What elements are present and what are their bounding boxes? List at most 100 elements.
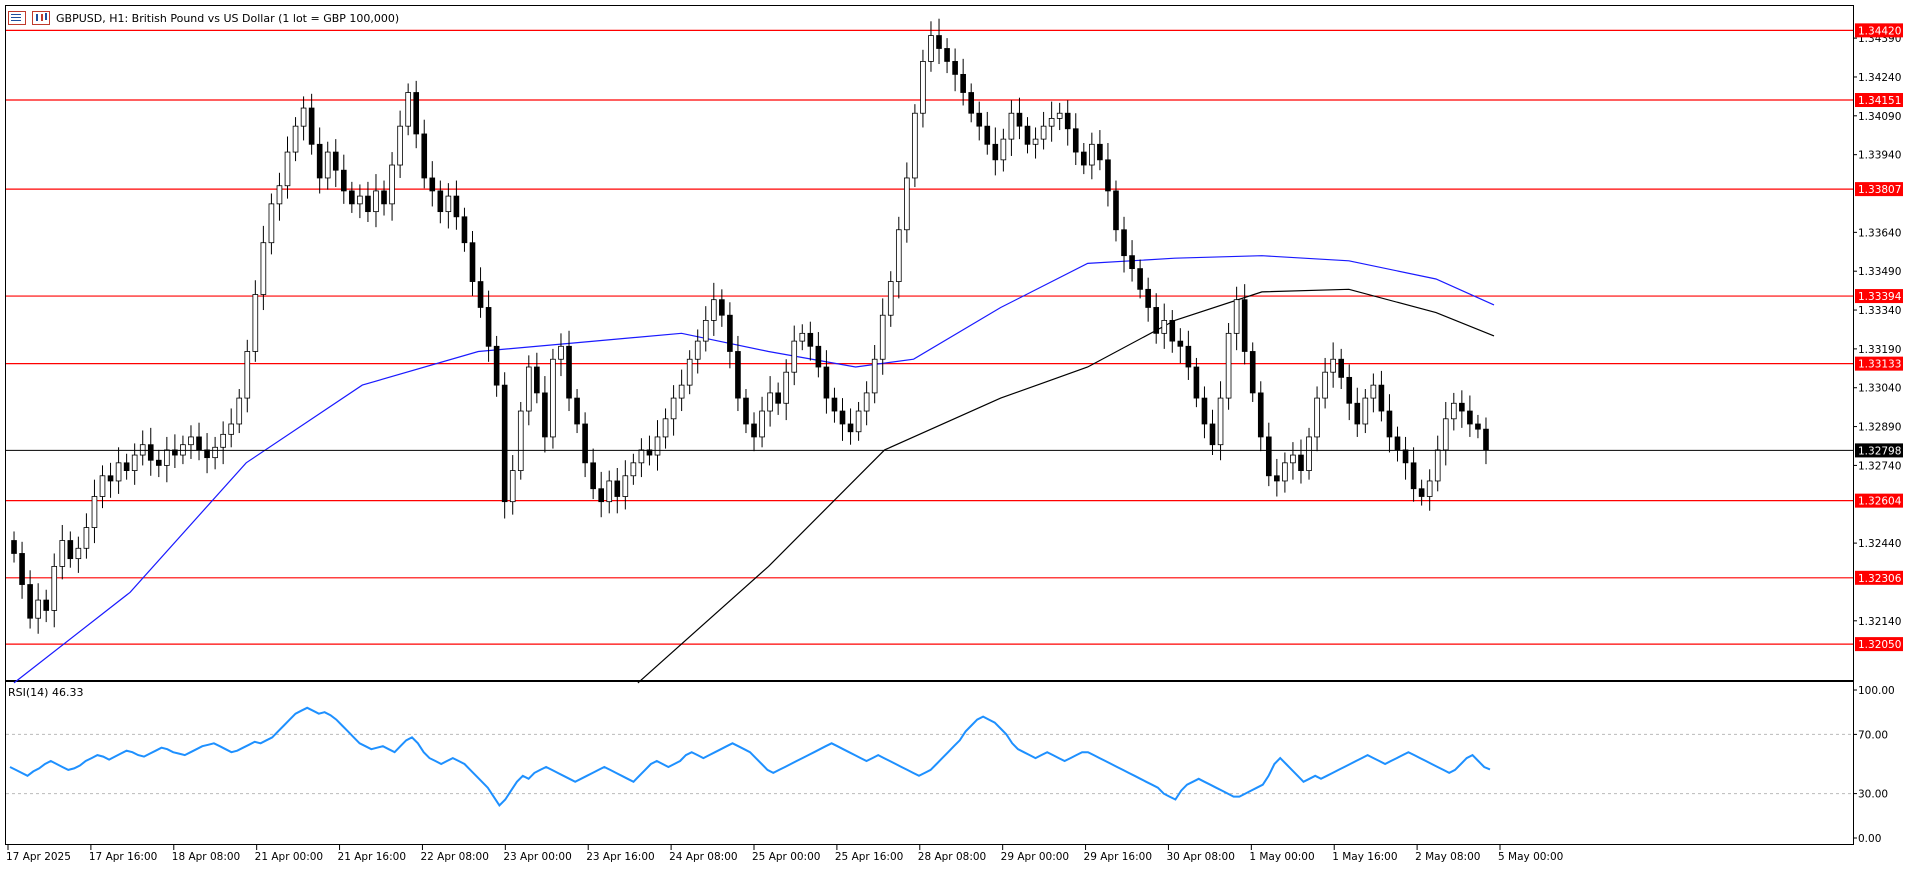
candle-body (284, 151, 291, 187)
candle-body (147, 444, 154, 461)
candle-body (236, 397, 243, 425)
candle-body (831, 397, 838, 412)
level-tag (1855, 356, 1903, 371)
candle-body (710, 299, 717, 321)
candle-body (252, 294, 259, 352)
time-tick-label: 29 Apr 00:00 (1001, 851, 1069, 863)
candle-body (139, 444, 146, 456)
candle-body (212, 446, 218, 459)
candle-body (1072, 128, 1079, 153)
time-tick-label: 17 Apr 16:00 (89, 851, 157, 863)
candle-body (501, 384, 508, 503)
candle-body (1338, 358, 1345, 378)
candle-body (477, 281, 484, 308)
candle-body (662, 418, 669, 438)
candle-body (43, 599, 50, 611)
time-tick-label: 23 Apr 16:00 (586, 851, 654, 863)
candle-body (429, 177, 436, 192)
chart-toggle-icon[interactable] (32, 11, 50, 25)
candle-body (1306, 436, 1312, 471)
ma-slow-line (637, 288, 1495, 684)
candle-body (1089, 143, 1095, 166)
level-tag (1855, 493, 1903, 508)
candle-body (1402, 449, 1409, 464)
level-tag (1855, 93, 1903, 108)
candle-body (397, 125, 403, 166)
candle-body (244, 351, 251, 399)
rsi-tick-label: 30.00 (1858, 789, 1888, 801)
candle-body (646, 449, 653, 456)
candle-body (485, 307, 492, 347)
candle-body (952, 61, 958, 75)
candle-body (775, 392, 781, 404)
candle-body (461, 216, 468, 244)
candle-body (1145, 288, 1151, 308)
candle-body (164, 449, 170, 466)
candle-body (839, 410, 846, 425)
candle-body (1129, 255, 1135, 270)
candle-body (316, 143, 323, 179)
candle-body (107, 475, 114, 482)
level-tag-label: 1.32604 (1858, 496, 1902, 508)
price-tick-label: 1.32140 (1858, 616, 1901, 628)
candle-body (91, 496, 98, 528)
time-tick-label: 30 Apr 08:00 (1166, 851, 1234, 863)
candle-body (1378, 384, 1385, 412)
candle-body (936, 35, 942, 49)
price-tick-label: 1.33040 (1858, 383, 1901, 395)
candle-body (421, 133, 428, 179)
candle-body (1290, 454, 1296, 464)
candle-body (759, 410, 765, 438)
level-tag (1855, 637, 1903, 652)
candle-body (381, 190, 387, 205)
level-tag (1855, 23, 1903, 38)
candle-body (960, 73, 966, 93)
candle-body (99, 475, 106, 497)
candle-body (308, 107, 315, 145)
time-tick-label: 18 Apr 08:00 (172, 851, 240, 863)
candle-body (1032, 138, 1039, 145)
candle-body (976, 112, 983, 127)
candle-body (904, 177, 910, 231)
level-tag (1855, 289, 1903, 304)
chart-list-icon[interactable] (8, 11, 26, 25)
moving-averages (13, 255, 1495, 684)
candle-body (11, 540, 17, 554)
candle-body (1370, 384, 1377, 399)
candle-body (1450, 402, 1457, 420)
candle-body (1161, 319, 1168, 334)
price-tick-label: 1.33490 (1858, 266, 1901, 278)
time-tick-label: 23 Apr 00:00 (503, 851, 571, 863)
candle-body (19, 553, 25, 585)
candle-body (1177, 340, 1184, 347)
candle-body (340, 169, 347, 192)
candle-body (1418, 488, 1425, 497)
candle-body (1137, 268, 1143, 290)
candle-body (1193, 366, 1200, 399)
time-tick-label: 29 Apr 16:00 (1084, 851, 1152, 863)
level-tags: 1.34420 1.34151 1.33807 1.33394 1.33133 1.326… (1855, 23, 1903, 652)
candle-body (912, 112, 918, 179)
candle-body (292, 125, 299, 153)
candle-body (686, 358, 693, 386)
candle-body (944, 48, 950, 62)
ma-fast-line (13, 255, 1495, 684)
candle-body (863, 392, 870, 412)
rsi-tick-label: 100.00 (1858, 685, 1895, 697)
main-chart-frame (5, 5, 1854, 681)
candle-body (1314, 397, 1320, 438)
candle-body (928, 35, 934, 62)
candle-body (534, 366, 540, 394)
candle-body (791, 340, 798, 373)
time-tick-label: 2 May 08:00 (1415, 851, 1480, 863)
candle-body (1121, 229, 1127, 257)
rsi-panel-frame (5, 681, 1854, 845)
candle-body (324, 151, 331, 179)
candle-body (654, 436, 661, 456)
time-tick-label: 5 May 00:00 (1498, 851, 1563, 863)
candle-body (823, 366, 830, 399)
candle-body (67, 540, 74, 560)
level-tag (1855, 570, 1903, 585)
time-tick-label: 1 May 00:00 (1249, 851, 1314, 863)
